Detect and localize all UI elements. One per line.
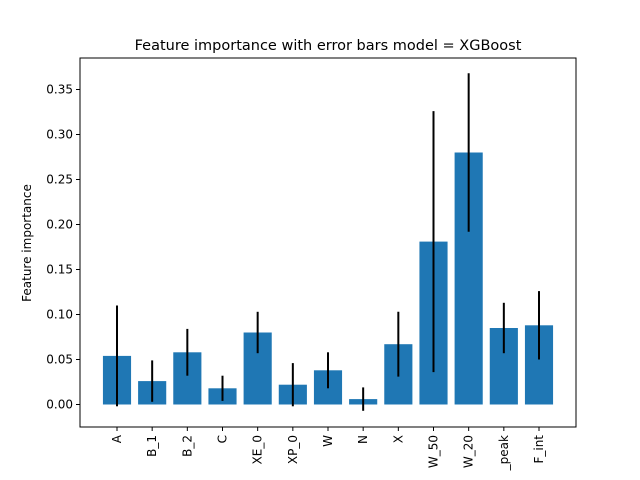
x-tick-label-B_2: B_2 — [180, 435, 194, 457]
x-tick-label-W_50: W_50 — [427, 435, 441, 468]
x-tick-label-C: C — [216, 435, 230, 443]
x-tick-label-W_20: W_20 — [462, 435, 476, 468]
x-tick-label-B_1: B_1 — [145, 435, 159, 457]
y-axis-label: Feature importance — [20, 184, 34, 302]
x-tick-label-A: A — [110, 434, 124, 443]
plot-frame — [79, 57, 577, 428]
x-tick-label-X: X — [391, 435, 405, 443]
y-tick-label: 0.00 — [46, 398, 73, 412]
x-tick-label-W: W — [321, 435, 335, 447]
y-tick-label: 0.20 — [46, 218, 73, 232]
error-bars-group — [116, 73, 540, 411]
y-tick-label: 0.10 — [46, 308, 73, 322]
x-tick-label-XP_0: XP_0 — [286, 435, 300, 464]
x-tick-label-_peak: _peak — [497, 435, 511, 471]
x-axis: A B_1 B_2 C XE_0 XP_0 W N X W_50 W_20 _peak F_int — [110, 427, 546, 471]
y-axis: 0.00 0.05 0.10 0.15 0.20 0.25 0.30 0.35 — [46, 83, 80, 412]
x-tick-label-XE_0: XE_0 — [251, 435, 265, 464]
chart-title: Feature importance with error bars model… — [135, 38, 522, 54]
x-tick-label-F_int: F_int — [532, 435, 546, 464]
y-tick-label: 0.35 — [46, 83, 73, 97]
x-tick-label-N: N — [356, 435, 370, 444]
y-tick-label: 0.25 — [46, 173, 73, 187]
y-tick-label: 0.30 — [46, 128, 73, 142]
y-tick-label: 0.05 — [46, 353, 73, 367]
y-tick-label: 0.15 — [46, 263, 73, 277]
